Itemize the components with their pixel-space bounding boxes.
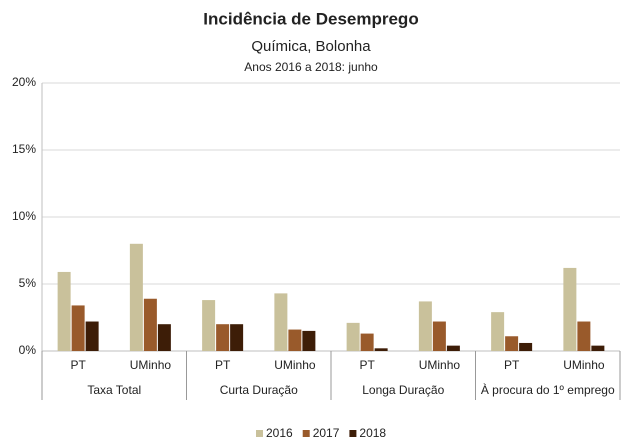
bar [230, 324, 244, 351]
bar [274, 293, 288, 351]
bar [157, 324, 171, 351]
bar [519, 342, 533, 351]
group-label: À procura do 1º emprego [481, 382, 615, 397]
x-tick-label: UMinho [419, 358, 461, 372]
chart-title: Incidência de Desemprego [203, 9, 418, 28]
legend-label: 2017 [313, 426, 340, 440]
group-label: Taxa Total [87, 383, 141, 397]
x-tick-label: PT [359, 358, 375, 372]
bar [360, 333, 374, 351]
bar [302, 330, 316, 351]
legend-swatch [256, 430, 263, 437]
x-tick-label: UMinho [130, 358, 172, 372]
chart-subtitle: Anos 2016 a 2018: junho [244, 60, 378, 74]
bar [216, 324, 230, 351]
y-tick-label: 20% [12, 75, 36, 89]
bar [129, 243, 143, 351]
y-tick-label: 0% [19, 343, 37, 357]
x-tick-label: UMinho [274, 358, 316, 372]
bar [446, 345, 460, 351]
y-tick-label: 15% [12, 142, 36, 156]
x-tick-label: PT [215, 358, 231, 372]
x-tick-label: PT [504, 358, 520, 372]
bar [346, 322, 360, 351]
bar [418, 301, 432, 351]
group-label: Curta Duração [220, 383, 298, 397]
bar [57, 271, 71, 351]
bar [288, 329, 302, 351]
group-label: Longa Duração [362, 383, 444, 397]
legend-swatch [349, 430, 357, 437]
legend-label: 2018 [359, 426, 386, 440]
bar [491, 312, 505, 351]
bar [85, 321, 99, 351]
y-tick-label: 5% [19, 276, 37, 290]
y-tick-label: 10% [12, 209, 36, 223]
bar [577, 321, 591, 351]
x-tick-label: PT [70, 358, 86, 372]
legend-label: 2016 [266, 426, 293, 440]
bar [505, 336, 519, 351]
x-tick-label: UMinho [563, 358, 605, 372]
bar [374, 348, 388, 351]
bar [202, 300, 216, 351]
legend-swatch [302, 430, 310, 437]
bar [563, 267, 577, 351]
chart-subtitle: Química, Bolonha [251, 38, 371, 55]
bar [432, 321, 446, 351]
bar [591, 345, 605, 351]
bar [143, 298, 157, 351]
bar [71, 305, 85, 351]
